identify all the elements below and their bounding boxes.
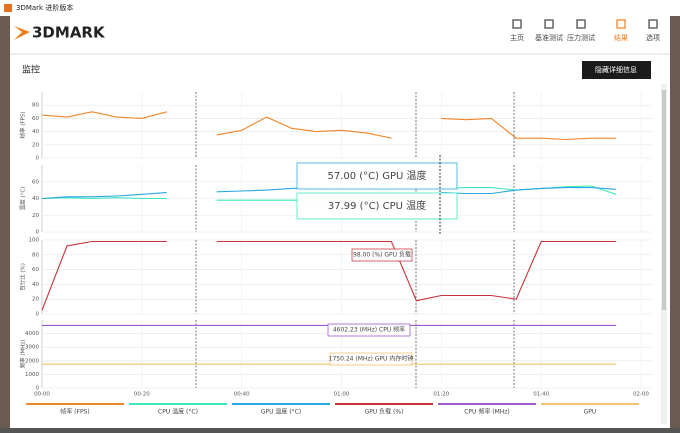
- y-tick-label: 20: [32, 297, 39, 303]
- nav-icon[interactable]: [616, 19, 626, 29]
- y-tick-label: 0: [36, 386, 40, 392]
- legend-label: CPU 频率 (MHz): [464, 408, 510, 416]
- x-tick-label: 01:20: [433, 392, 449, 398]
- y-tick-label: 40: [32, 196, 39, 202]
- legend-label: GPU 温度 (°C): [261, 408, 301, 416]
- y-tick-label: 0: [36, 156, 40, 162]
- tooltip-box: [296, 192, 458, 220]
- tooltip-text: 98.00 (%) GPU 负载: [353, 251, 411, 259]
- nav-label[interactable]: 压力测试: [567, 33, 595, 42]
- app-window: [10, 16, 670, 428]
- y-axis-label: 温度 (°C): [19, 187, 27, 211]
- y-axis-label: 频率 (MHz): [19, 340, 27, 369]
- hide-details-button[interactable]: [582, 61, 651, 79]
- section-title: 监控: [22, 64, 40, 76]
- x-tick-label: 01:40: [533, 392, 549, 398]
- x-tick-label: 01:00: [334, 392, 350, 398]
- y-tick-label: 0: [36, 230, 40, 236]
- legend-label: 帧率 (FPS): [60, 408, 89, 416]
- series-line: [41, 240, 616, 311]
- x-tick-label: 00:20: [134, 392, 150, 398]
- logo-text: 3DMARK: [32, 24, 106, 42]
- y-tick-label: 80: [32, 103, 39, 109]
- y-tick-label: 2000: [25, 358, 39, 364]
- x-tick-label: 02:00: [633, 392, 649, 398]
- nav-icon[interactable]: [544, 19, 554, 29]
- nav-bar: 主页 基准测试 压力测试 结果 选项: [510, 19, 660, 42]
- y-tick-label: 20: [32, 213, 39, 219]
- tooltip-text: 37.99 (°C) CPU 温度: [328, 199, 426, 212]
- scrollbar-thumb[interactable]: [662, 90, 666, 310]
- title-bar: [0, 0, 680, 16]
- nav-icon[interactable]: [512, 19, 522, 29]
- legend-label: GPU: [584, 409, 597, 416]
- hide-details-label[interactable]: 隐藏详细信息: [595, 65, 637, 74]
- tooltip-box: [329, 352, 413, 366]
- tooltip-box: [351, 248, 413, 262]
- y-tick-label: 20: [32, 142, 39, 148]
- tooltip-text: 4602.23 (MHz) CPU 频率: [333, 326, 405, 334]
- legend-label: CPU 温度 (°C): [158, 408, 198, 416]
- x-tick-label: 00:00: [34, 392, 50, 398]
- y-tick-label: 40: [32, 129, 39, 135]
- y-tick-label: 40: [32, 282, 39, 288]
- y-tick-label: 60: [32, 179, 39, 185]
- y-tick-label: 60: [32, 116, 39, 122]
- y-tick-label: 4000: [25, 331, 39, 337]
- nav-label[interactable]: 基准测试: [535, 33, 563, 42]
- x-tick-label: 00:40: [234, 392, 250, 398]
- window-title: 3DMark 进阶版本: [16, 3, 73, 12]
- series-line: [41, 111, 616, 141]
- nav-icon[interactable]: [648, 19, 658, 29]
- y-tick-label: 100: [29, 238, 40, 244]
- legend-label: GPU 负载 (%): [365, 408, 404, 416]
- tooltip-box: [327, 323, 411, 337]
- nav-label[interactable]: 选项: [646, 33, 660, 42]
- nav-label[interactable]: 结果: [614, 33, 628, 42]
- y-axis-label: 百分比 (%): [19, 263, 27, 291]
- app-icon: [4, 4, 12, 12]
- y-tick-label: 1000: [25, 372, 39, 378]
- y-tick-label: 60: [32, 267, 39, 273]
- nav-icon[interactable]: [576, 19, 586, 29]
- tooltip-text: 1750.24 (MHz) GPU 内存时钟: [329, 355, 414, 363]
- y-tick-label: 0: [36, 312, 40, 318]
- y-axis-label: 帧率 (FPS): [19, 111, 27, 138]
- tooltip-text: 57.00 (°C) GPU 温度: [327, 169, 426, 182]
- nav-label[interactable]: 主页: [510, 33, 524, 42]
- y-tick-label: 80: [32, 252, 39, 258]
- tooltip-box: [296, 162, 458, 190]
- logo-mark: [14, 26, 30, 40]
- y-tick-label: 3000: [25, 345, 39, 351]
